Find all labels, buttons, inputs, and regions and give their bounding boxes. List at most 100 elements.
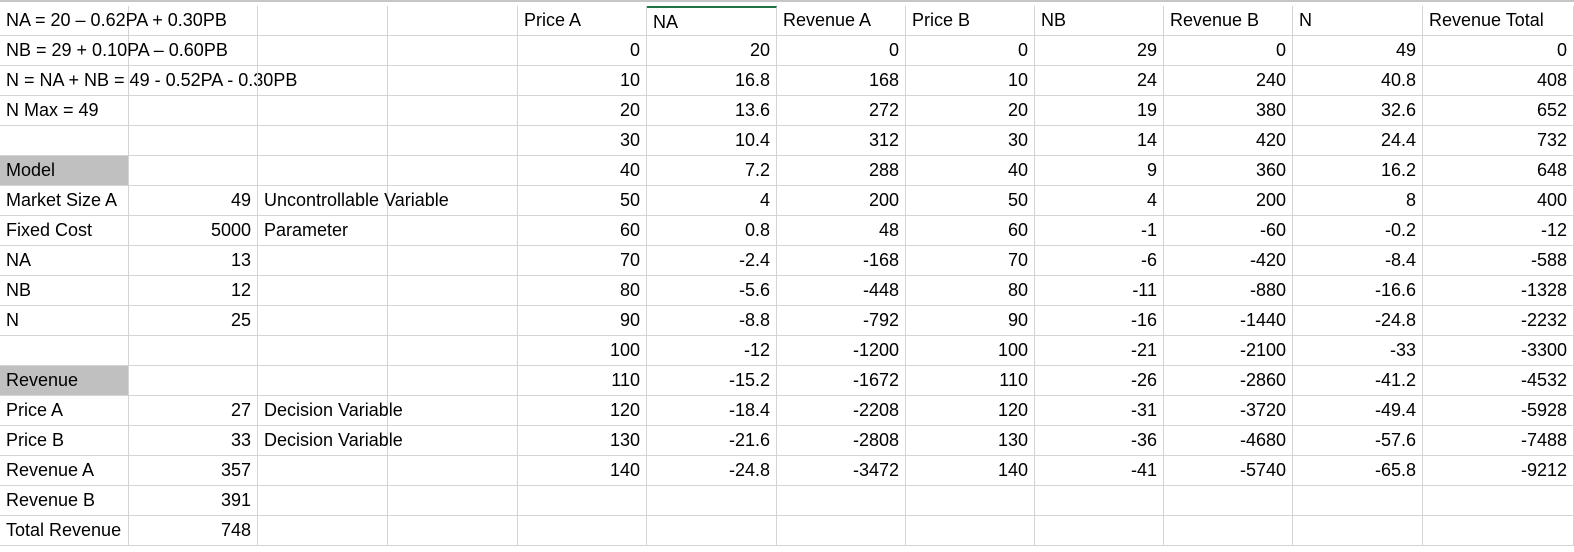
- grid-cell[interactable]: 100: [906, 336, 1035, 366]
- grid-cell[interactable]: N: [1293, 6, 1423, 36]
- grid-cell[interactable]: [388, 486, 518, 516]
- grid-cell[interactable]: -11: [1035, 276, 1164, 306]
- grid-cell[interactable]: -792: [777, 306, 906, 336]
- grid-cell[interactable]: Price B: [0, 426, 129, 456]
- grid-cell[interactable]: 130: [518, 426, 647, 456]
- grid-cell[interactable]: 60: [906, 216, 1035, 246]
- grid-cell[interactable]: 30: [906, 126, 1035, 156]
- grid-cell[interactable]: -16: [1035, 306, 1164, 336]
- grid-cell[interactable]: -1: [1035, 216, 1164, 246]
- grid-cell[interactable]: 732: [1423, 126, 1574, 156]
- grid-cell[interactable]: 7.2: [647, 156, 777, 186]
- grid-cell[interactable]: 380: [1164, 96, 1293, 126]
- grid-cell[interactable]: 400: [1423, 186, 1574, 216]
- grid-cell[interactable]: -4532: [1423, 366, 1574, 396]
- grid-cell[interactable]: Revenue B: [0, 486, 129, 516]
- grid-cell[interactable]: [0, 126, 129, 156]
- grid-cell[interactable]: 110: [518, 366, 647, 396]
- grid-cell[interactable]: -41: [1035, 456, 1164, 486]
- grid-cell[interactable]: [1423, 516, 1574, 546]
- grid-cell[interactable]: 120: [518, 396, 647, 426]
- grid-cell[interactable]: 20: [518, 96, 647, 126]
- grid-cell[interactable]: 420: [1164, 126, 1293, 156]
- grid-cell[interactable]: 40.8: [1293, 66, 1423, 96]
- grid-cell[interactable]: NB: [1035, 6, 1164, 36]
- grid-cell[interactable]: -880: [1164, 276, 1293, 306]
- grid-cell[interactable]: [129, 126, 258, 156]
- grid-cell[interactable]: [777, 486, 906, 516]
- grid-cell[interactable]: [906, 516, 1035, 546]
- grid-cell[interactable]: [1035, 486, 1164, 516]
- grid-cell[interactable]: 27: [129, 396, 258, 426]
- grid-cell[interactable]: -65.8: [1293, 456, 1423, 486]
- grid-cell[interactable]: [388, 186, 518, 216]
- grid-cell[interactable]: [388, 276, 518, 306]
- grid-cell[interactable]: 10: [906, 66, 1035, 96]
- grid-cell[interactable]: 49: [1293, 36, 1423, 66]
- grid-cell[interactable]: 24: [1035, 66, 1164, 96]
- grid-cell[interactable]: -24.8: [1293, 306, 1423, 336]
- grid-cell[interactable]: 5000: [129, 216, 258, 246]
- grid-cell[interactable]: [258, 306, 388, 336]
- grid-cell[interactable]: -1200: [777, 336, 906, 366]
- grid-cell[interactable]: -2808: [777, 426, 906, 456]
- grid-cell[interactable]: -420: [1164, 246, 1293, 276]
- grid-cell[interactable]: Price A: [518, 6, 647, 36]
- grid-cell[interactable]: -60: [1164, 216, 1293, 246]
- grid-cell[interactable]: 312: [777, 126, 906, 156]
- grid-cell[interactable]: Parameter: [258, 216, 388, 246]
- grid-cell[interactable]: [388, 456, 518, 486]
- grid-cell[interactable]: -9212: [1423, 456, 1574, 486]
- grid-cell[interactable]: Decision Variable: [258, 426, 403, 456]
- grid-cell[interactable]: 408: [1423, 66, 1574, 96]
- grid-cell[interactable]: 25: [129, 306, 258, 336]
- grid-cell[interactable]: 32.6: [1293, 96, 1423, 126]
- grid-cell[interactable]: 200: [777, 186, 906, 216]
- grid-cell[interactable]: 200: [1164, 186, 1293, 216]
- grid-cell[interactable]: NA: [0, 246, 129, 276]
- grid-cell[interactable]: NB: [0, 276, 129, 306]
- grid-cell[interactable]: Revenue Total: [1423, 6, 1574, 36]
- grid-cell[interactable]: Fixed Cost: [0, 216, 129, 246]
- grid-cell[interactable]: [258, 246, 388, 276]
- grid-cell[interactable]: -5928: [1423, 396, 1574, 426]
- grid-cell[interactable]: -33: [1293, 336, 1423, 366]
- grid-cell[interactable]: [1164, 486, 1293, 516]
- grid-cell[interactable]: [129, 336, 258, 366]
- grid-cell[interactable]: 16.8: [647, 66, 777, 96]
- grid-cell[interactable]: 391: [129, 486, 258, 516]
- grid-cell[interactable]: [129, 36, 258, 66]
- grid-cell[interactable]: 288: [777, 156, 906, 186]
- grid-cell[interactable]: 33: [129, 426, 258, 456]
- grid-cell[interactable]: Decision Variable: [258, 396, 403, 426]
- grid-cell[interactable]: -5.6: [647, 276, 777, 306]
- grid-cell[interactable]: -21: [1035, 336, 1164, 366]
- grid-cell[interactable]: Model: [0, 156, 129, 186]
- grid-cell[interactable]: [258, 456, 388, 486]
- grid-cell[interactable]: [518, 516, 647, 546]
- grid-cell[interactable]: -3300: [1423, 336, 1574, 366]
- grid-cell[interactable]: 24.4: [1293, 126, 1423, 156]
- grid-cell[interactable]: -3720: [1164, 396, 1293, 426]
- grid-cell[interactable]: [258, 36, 388, 66]
- grid-cell[interactable]: 50: [518, 186, 647, 216]
- grid-cell[interactable]: -168: [777, 246, 906, 276]
- grid-cell[interactable]: [777, 516, 906, 546]
- grid-cell[interactable]: [258, 516, 388, 546]
- grid-cell[interactable]: 360: [1164, 156, 1293, 186]
- grid-cell[interactable]: 4: [1035, 186, 1164, 216]
- grid-cell[interactable]: [388, 426, 518, 456]
- grid-cell[interactable]: -7488: [1423, 426, 1574, 456]
- grid-cell[interactable]: -2232: [1423, 306, 1574, 336]
- grid-cell[interactable]: 120: [906, 396, 1035, 426]
- grid-cell[interactable]: -2208: [777, 396, 906, 426]
- grid-cell[interactable]: 12: [129, 276, 258, 306]
- grid-cell[interactable]: 30: [518, 126, 647, 156]
- grid-cell[interactable]: Revenue A: [0, 456, 129, 486]
- grid-cell[interactable]: 48: [777, 216, 906, 246]
- grid-cell[interactable]: NA: [647, 6, 777, 36]
- grid-cell[interactable]: 652: [1423, 96, 1574, 126]
- grid-cell[interactable]: [518, 486, 647, 516]
- grid-cell[interactable]: 8: [1293, 186, 1423, 216]
